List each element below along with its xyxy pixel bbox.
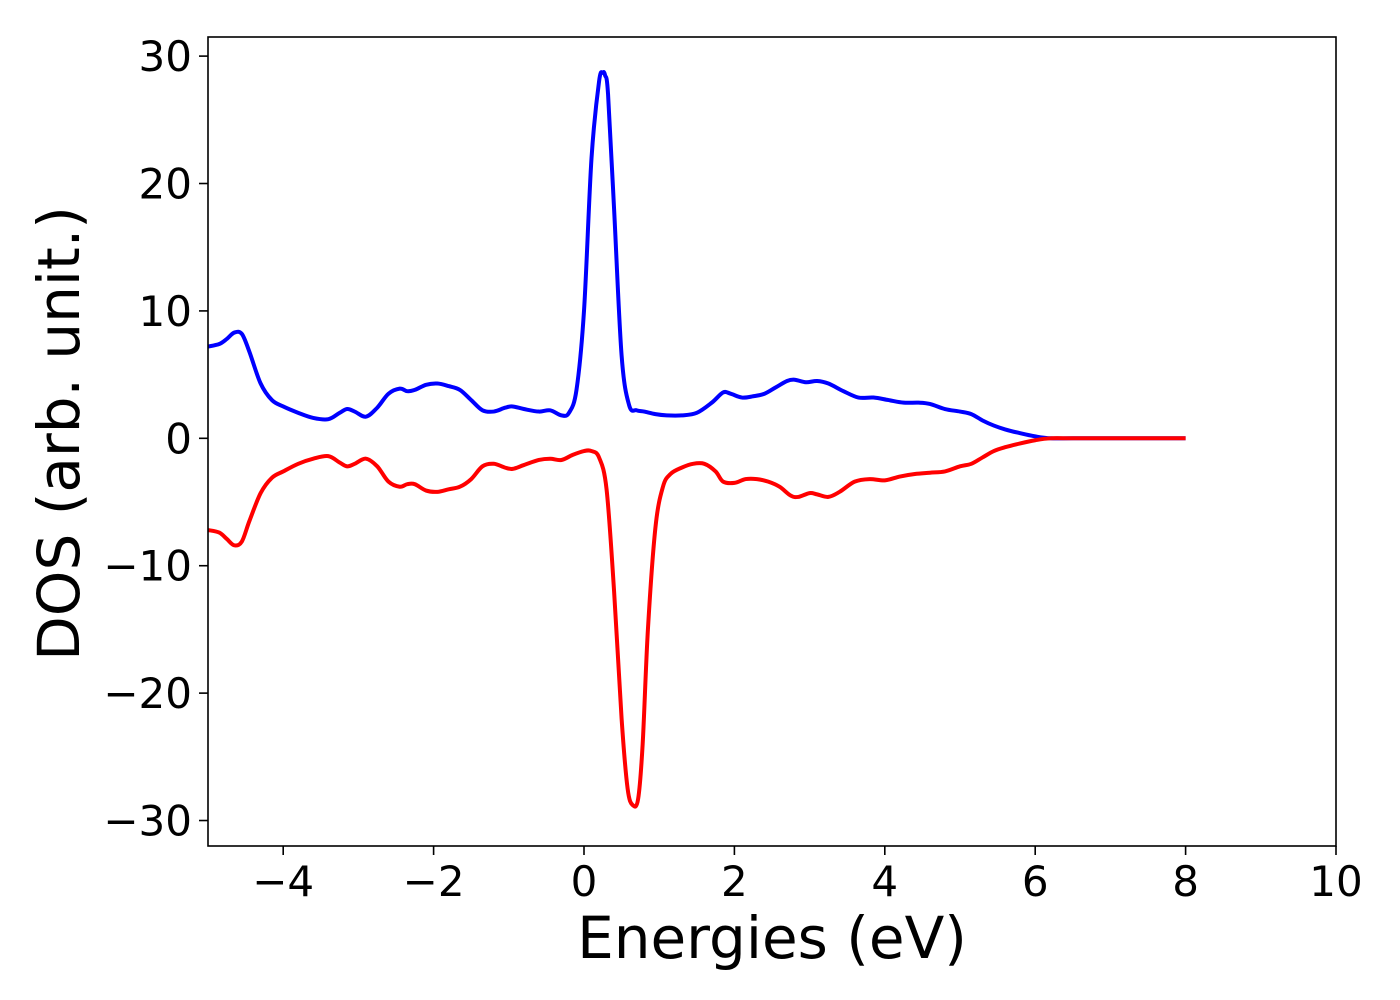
x-axis-label: Energies (eV) bbox=[577, 904, 967, 972]
y-tick-label: 30 bbox=[139, 32, 192, 81]
x-tick-label: 2 bbox=[721, 857, 748, 906]
y-tick-label: 0 bbox=[165, 414, 192, 463]
y-tick-label: 10 bbox=[139, 287, 192, 336]
y-tick-label: −20 bbox=[103, 669, 192, 718]
x-tick-label: −4 bbox=[252, 857, 314, 906]
x-tick-label: 10 bbox=[1309, 857, 1362, 906]
y-tick-label: −30 bbox=[103, 797, 192, 846]
y-axis-ticks: 30 20 10 0 −10 −20 −30 bbox=[103, 32, 208, 846]
x-tick-label: 0 bbox=[571, 857, 598, 906]
x-tick-label: 4 bbox=[871, 857, 898, 906]
series-layer bbox=[208, 70, 1186, 809]
series-line-0 bbox=[208, 70, 1186, 441]
plot-frame bbox=[207, 36, 1337, 847]
x-tick-label: 8 bbox=[1172, 857, 1199, 906]
y-axis-label: DOS (arb. unit.) bbox=[25, 206, 93, 661]
x-tick-label: −2 bbox=[403, 857, 465, 906]
series-line-1 bbox=[208, 436, 1186, 809]
x-tick-label: 6 bbox=[1022, 857, 1049, 906]
x-axis-ticks: −4 −2 0 2 4 6 8 10 bbox=[252, 846, 1363, 906]
y-tick-label: 20 bbox=[139, 160, 192, 209]
y-tick-label: −10 bbox=[103, 542, 192, 591]
